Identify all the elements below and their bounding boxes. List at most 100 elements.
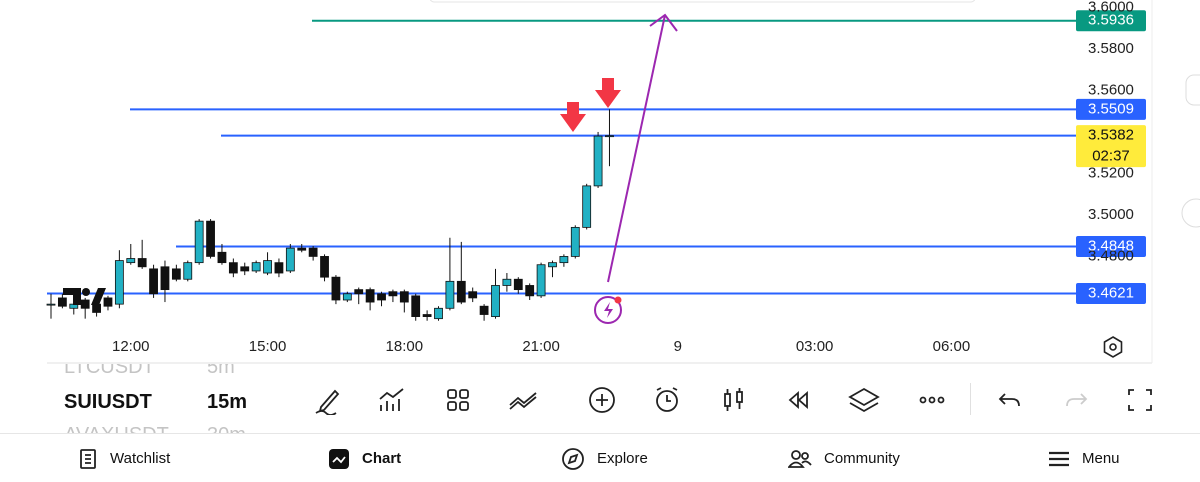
candle-body [411,295,421,317]
nav-item[interactable]: Explore [561,434,648,482]
symbol-name: AVAXUSDT [64,424,169,434]
candles [46,109,614,321]
nav-item[interactable]: Community [788,434,900,482]
candle-body [605,135,614,138]
price-label-box [1076,98,1146,120]
candle-body [92,303,101,313]
price-label: 3.4621 [1088,285,1134,302]
more-tool[interactable] [910,378,954,422]
symbol-interval: 5m [207,364,235,378]
x-tick-label: 21:00 [522,338,560,355]
replay-tool[interactable] [776,378,820,422]
red-arrow [560,78,621,132]
candle-body [536,264,546,297]
nav-label: Watchlist [110,450,171,467]
candle-body [114,260,124,305]
symbol-row[interactable]: LTCUSDT 5m [64,364,284,379]
candle-body [491,285,500,317]
candle-body [126,258,136,264]
candle-body [194,220,204,264]
symbol-interval: 30m [207,424,246,434]
price-label-box [1076,283,1146,305]
candle-body [217,251,227,264]
settings-icon[interactable] [1103,336,1123,358]
candle-body [399,291,409,303]
compare-tool[interactable] [502,378,546,422]
candle-body [57,297,67,307]
toolbar-separator [970,383,971,415]
candle-body [570,226,580,257]
candle-body [422,314,432,317]
candle-body [365,289,375,303]
x-tick-label: 18:00 [386,338,424,355]
candle-body [377,293,386,301]
candle-body [285,247,295,272]
y-tick-label: 3.5000 [1088,206,1134,223]
undo-tool[interactable] [988,378,1032,422]
x-tick-label: 06:00 [933,338,971,355]
symbol-list: LTCUSDT 5m SUIUSDT 15m AVAXUSDT 30m [48,364,288,434]
bar-style-tool[interactable] [712,378,756,422]
y-tick-label: 3.6000 [1088,0,1134,15]
candle-body [445,280,455,309]
nav-item[interactable]: Menu [1048,434,1120,482]
tv-logo [63,288,106,305]
y-tick-label: 3.5600 [1088,81,1134,98]
top-overlay [429,0,976,3]
price-label: 3.4848 [1088,237,1134,254]
candle-body [228,262,238,274]
add-tool[interactable] [580,378,624,422]
candle-body [525,285,535,297]
y-tick-label: 3.4800 [1088,247,1134,264]
x-tick-label: 15:00 [249,338,287,355]
candle-body [149,268,158,295]
candle-body [342,293,352,301]
candle-body [240,266,250,272]
y-tick-label: 3.5800 [1088,40,1134,57]
y-tick-label: 3.5200 [1088,164,1134,181]
redo-tool[interactable] [1054,378,1098,422]
candle-body [320,256,329,278]
nav-item[interactable]: Chart [328,434,401,482]
candle-body [559,256,569,264]
candle-body [263,260,272,274]
nav-label: Explore [597,450,648,467]
levels [47,19,1076,295]
drawing-arrow [607,13,678,283]
symbol-row[interactable]: AVAXUSDT 30m [64,424,284,434]
candle-body [593,135,603,187]
price-label: 3.5509 [1088,100,1134,117]
candle-body [160,266,170,291]
candle-body [479,305,489,315]
candle-body [297,247,307,251]
price-label-box [1076,125,1146,168]
candle-body [206,220,215,257]
symbol-row[interactable]: SUIUSDT 15m [64,391,284,414]
candle-body [331,276,341,301]
indicators-tool[interactable] [370,378,414,422]
candle-body [548,262,557,268]
nav-item[interactable]: Watchlist [78,434,170,482]
candle-body [456,280,466,303]
draw-tool[interactable] [306,378,350,422]
candle-body [137,258,147,268]
layers-tool[interactable] [842,378,886,422]
price-labels: 3.5936 3.5509 3.5382 02:37 3.4848 3.4621 [1076,10,1146,305]
x-tick-label: 12:00 [112,338,150,355]
fullscreen-tool[interactable] [1118,378,1162,422]
x-tick-label: 9 [674,338,682,355]
edge-buttons [1181,74,1200,228]
price-label-box [1076,235,1146,257]
alert-icon[interactable] [594,296,622,324]
templates-tool[interactable] [436,378,480,422]
symbol-name: LTCUSDT [64,364,155,378]
bottom-nav: Watchlist Chart Explore Community Menu [0,433,1200,482]
countdown: 02:37 [1092,148,1130,165]
nav-label: Community [824,450,900,467]
symbol-name: SUIUSDT [64,391,152,413]
symbol-interval: 15m [207,391,248,413]
alert-tool[interactable] [645,378,689,422]
candle-body [582,185,592,228]
